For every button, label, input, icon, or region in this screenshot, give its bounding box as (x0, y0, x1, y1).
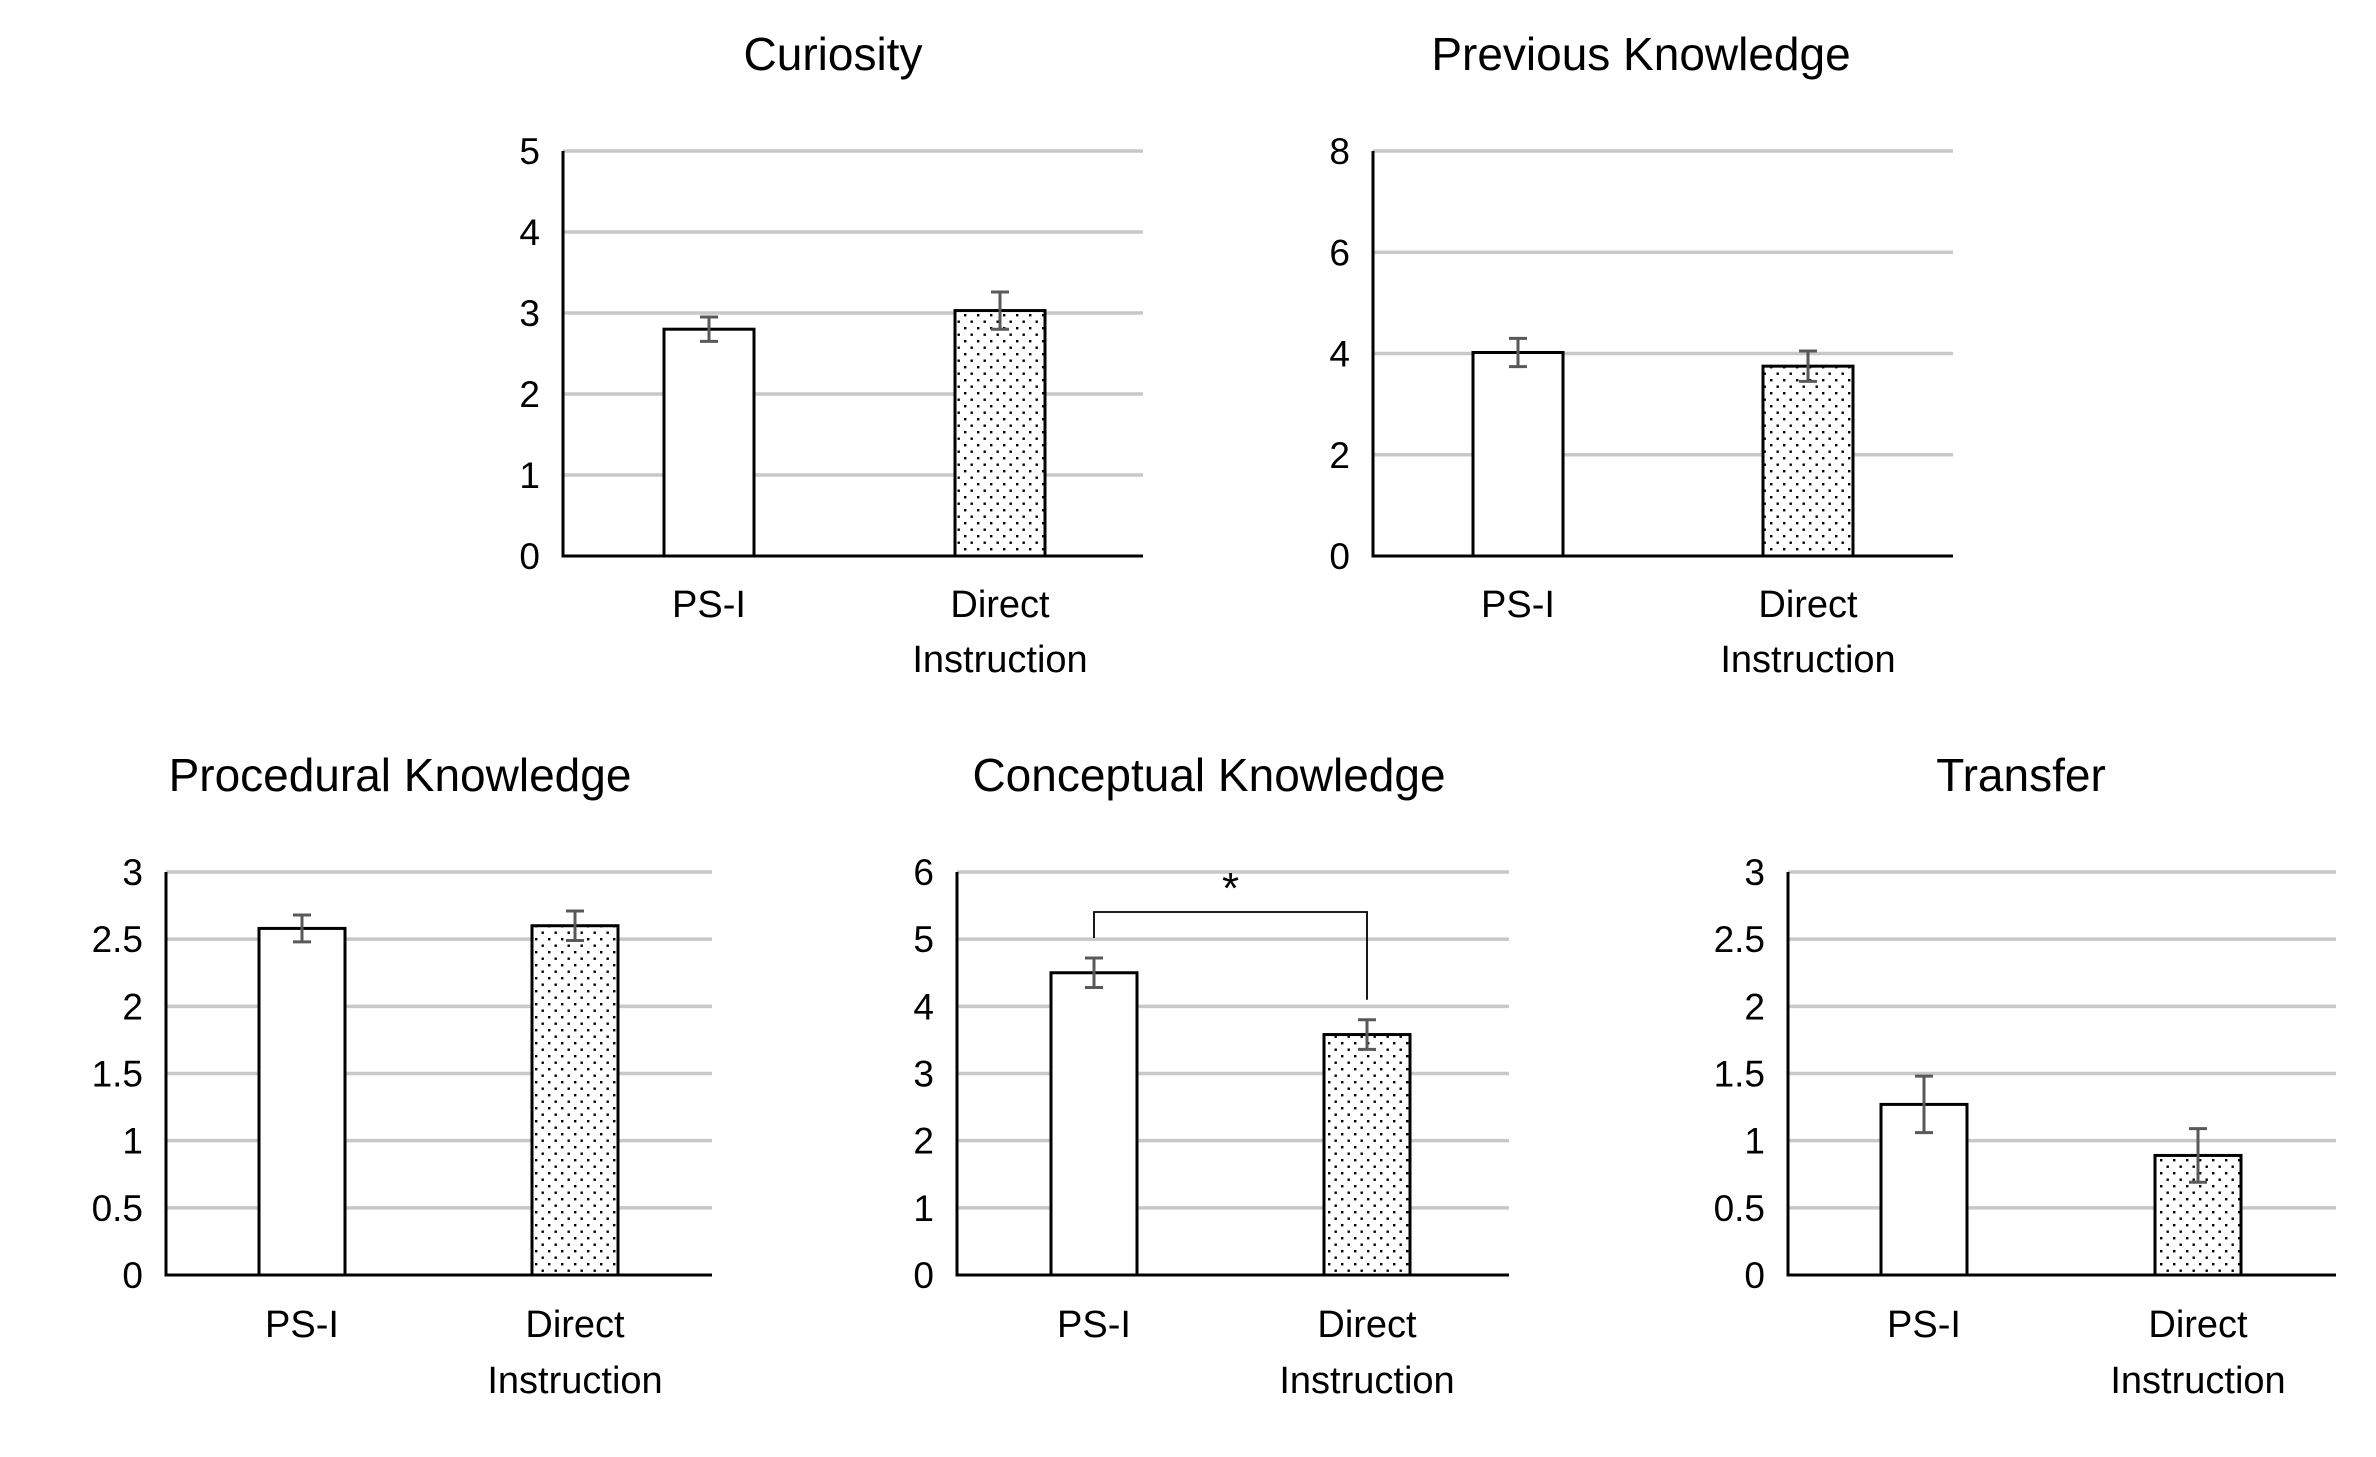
category-label-ps-i: PS-I (265, 1304, 339, 1346)
y-tick-label: 3 (1744, 852, 1765, 893)
category-label-direct-instruction: Direct (1317, 1304, 1417, 1346)
category-label-direct-instruction: Direct (950, 584, 1050, 626)
error-bar-ps-i (1509, 336, 1527, 369)
y-tick-label: 2 (1744, 986, 1765, 1027)
y-tick-label: 1.5 (1714, 1054, 1765, 1095)
y-tick-label: 4 (913, 986, 934, 1027)
y-tick-label: 6 (913, 852, 934, 893)
chart-title: Previous Knowledge (1431, 28, 1850, 80)
bar-ps-i (662, 327, 756, 558)
error-bar-direct-instruction (991, 290, 1009, 331)
category-label-direct-instruction: Instruction (912, 639, 1087, 681)
error-bar-direct-instruction (1799, 349, 1817, 383)
bar-direct-instruction (530, 924, 620, 1277)
bar-ps-i (1471, 350, 1565, 558)
bar-direct-instruction (1761, 364, 1855, 558)
error-bar-ps-i (1915, 1074, 1933, 1135)
y-tick-label: 0 (519, 536, 540, 577)
y-tick-label: 1 (122, 1121, 143, 1162)
y-tick-label: 4 (519, 212, 540, 253)
bracket-line (1093, 911, 1368, 1000)
chart-title: Conceptual Knowledge (972, 749, 1445, 801)
error-bar-direct-instruction (1358, 1018, 1376, 1051)
category-label-direct-instruction: Instruction (1279, 1360, 1454, 1402)
y-tick-label: 2 (122, 986, 143, 1027)
y-tick-label: 0.5 (1714, 1188, 1765, 1229)
y-tick-label: 3 (519, 293, 540, 334)
category-label-direct-instruction: Direct (2148, 1304, 2248, 1346)
chart-title: Procedural Knowledge (169, 749, 632, 801)
y-tick-label: 0.5 (92, 1188, 143, 1229)
error-bar-direct-instruction (566, 909, 584, 943)
y-tick-label: 1 (1744, 1121, 1765, 1162)
y-tick-label: 0 (122, 1255, 143, 1296)
y-tick-label: 5 (913, 919, 934, 960)
category-label-ps-i: PS-I (1481, 584, 1555, 626)
y-tick-label: 0 (913, 1255, 934, 1296)
category-label-ps-i: PS-I (1887, 1304, 1961, 1346)
significance-bracket: * (1093, 864, 1368, 1000)
y-tick-label: 1.5 (92, 1054, 143, 1095)
y-tick-label: 5 (519, 131, 540, 172)
bar-direct-instruction (1322, 1033, 1412, 1277)
category-label-direct-instruction: Instruction (1720, 639, 1895, 681)
curiosity-chart: Curiosity 0 1 2 3 4 5 PS-I Direct Instruction (519, 28, 1143, 681)
chart-title: Transfer (1936, 749, 2106, 801)
error-bar-ps-i (700, 315, 718, 343)
category-label-direct-instruction: Instruction (487, 1360, 662, 1402)
previous-knowledge-chart: Previous Knowledge 0 2 4 6 8 PS-I Direct Instruc… (1329, 28, 1953, 681)
error-bar-ps-i (293, 913, 311, 944)
y-tick-label: 2.5 (1714, 919, 1765, 960)
bar-ps-i (1049, 971, 1139, 1277)
y-tick-label: 6 (1329, 232, 1350, 273)
y-tick-label: 2.5 (92, 919, 143, 960)
procedural-knowledge-chart: Procedural Knowledge 0 0.5 1 1.5 2 2.5 3 PS-I Dir… (92, 749, 712, 1402)
y-tick-label: 1 (519, 455, 540, 496)
conceptual-knowledge-chart: Conceptual Knowledge 0 1 2 3 4 5 6 PS-I Direct Ins… (913, 749, 1509, 1402)
y-tick-label: 0 (1329, 536, 1350, 577)
y-tick-label: 0 (1744, 1255, 1765, 1296)
bar-direct-instruction (953, 309, 1047, 558)
category-label-direct-instruction: Direct (1758, 584, 1858, 626)
transfer-chart: Transfer 0 0.5 1 1.5 2 2.5 3 PS-I Direct Instructi… (1714, 749, 2336, 1402)
category-label-ps-i: PS-I (1057, 1304, 1131, 1346)
y-tick-label: 8 (1329, 131, 1350, 172)
error-bar-direct-instruction (2189, 1127, 2207, 1184)
y-tick-label: 2 (519, 374, 540, 415)
y-tick-label: 1 (913, 1188, 934, 1229)
category-label-direct-instruction: Instruction (2110, 1360, 2285, 1402)
y-tick-label: 4 (1329, 334, 1350, 375)
y-tick-label: 2 (913, 1121, 934, 1162)
y-tick-label: 3 (122, 852, 143, 893)
error-bar-ps-i (1085, 956, 1103, 990)
y-tick-label: 2 (1329, 435, 1350, 476)
category-label-direct-instruction: Direct (525, 1304, 625, 1346)
category-label-ps-i: PS-I (672, 584, 746, 626)
significance-marker: * (1222, 864, 1239, 913)
y-tick-label: 3 (913, 1054, 934, 1095)
bar-ps-i (257, 926, 347, 1277)
chart-title: Curiosity (744, 28, 923, 80)
